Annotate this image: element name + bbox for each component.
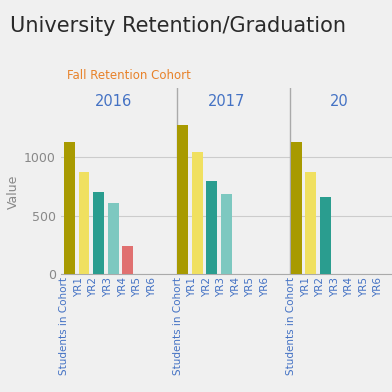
Y-axis label: Value: Value	[7, 175, 20, 209]
Bar	[108, 203, 118, 274]
Bar	[207, 181, 217, 274]
Bar	[122, 246, 133, 274]
Bar	[221, 194, 232, 274]
Bar	[177, 125, 188, 274]
Text: University Retention/Graduation: University Retention/Graduation	[10, 16, 346, 36]
Bar	[305, 172, 316, 274]
Text: 2016: 2016	[94, 94, 132, 109]
Bar	[93, 192, 104, 274]
Text: 20: 20	[330, 94, 349, 109]
Text: Fall Retention Cohort: Fall Retention Cohort	[67, 69, 191, 82]
Bar	[64, 142, 75, 274]
Text: 2017: 2017	[208, 94, 245, 109]
Bar	[290, 142, 301, 274]
Bar	[192, 151, 203, 274]
Bar	[320, 197, 330, 274]
Bar	[78, 172, 89, 274]
